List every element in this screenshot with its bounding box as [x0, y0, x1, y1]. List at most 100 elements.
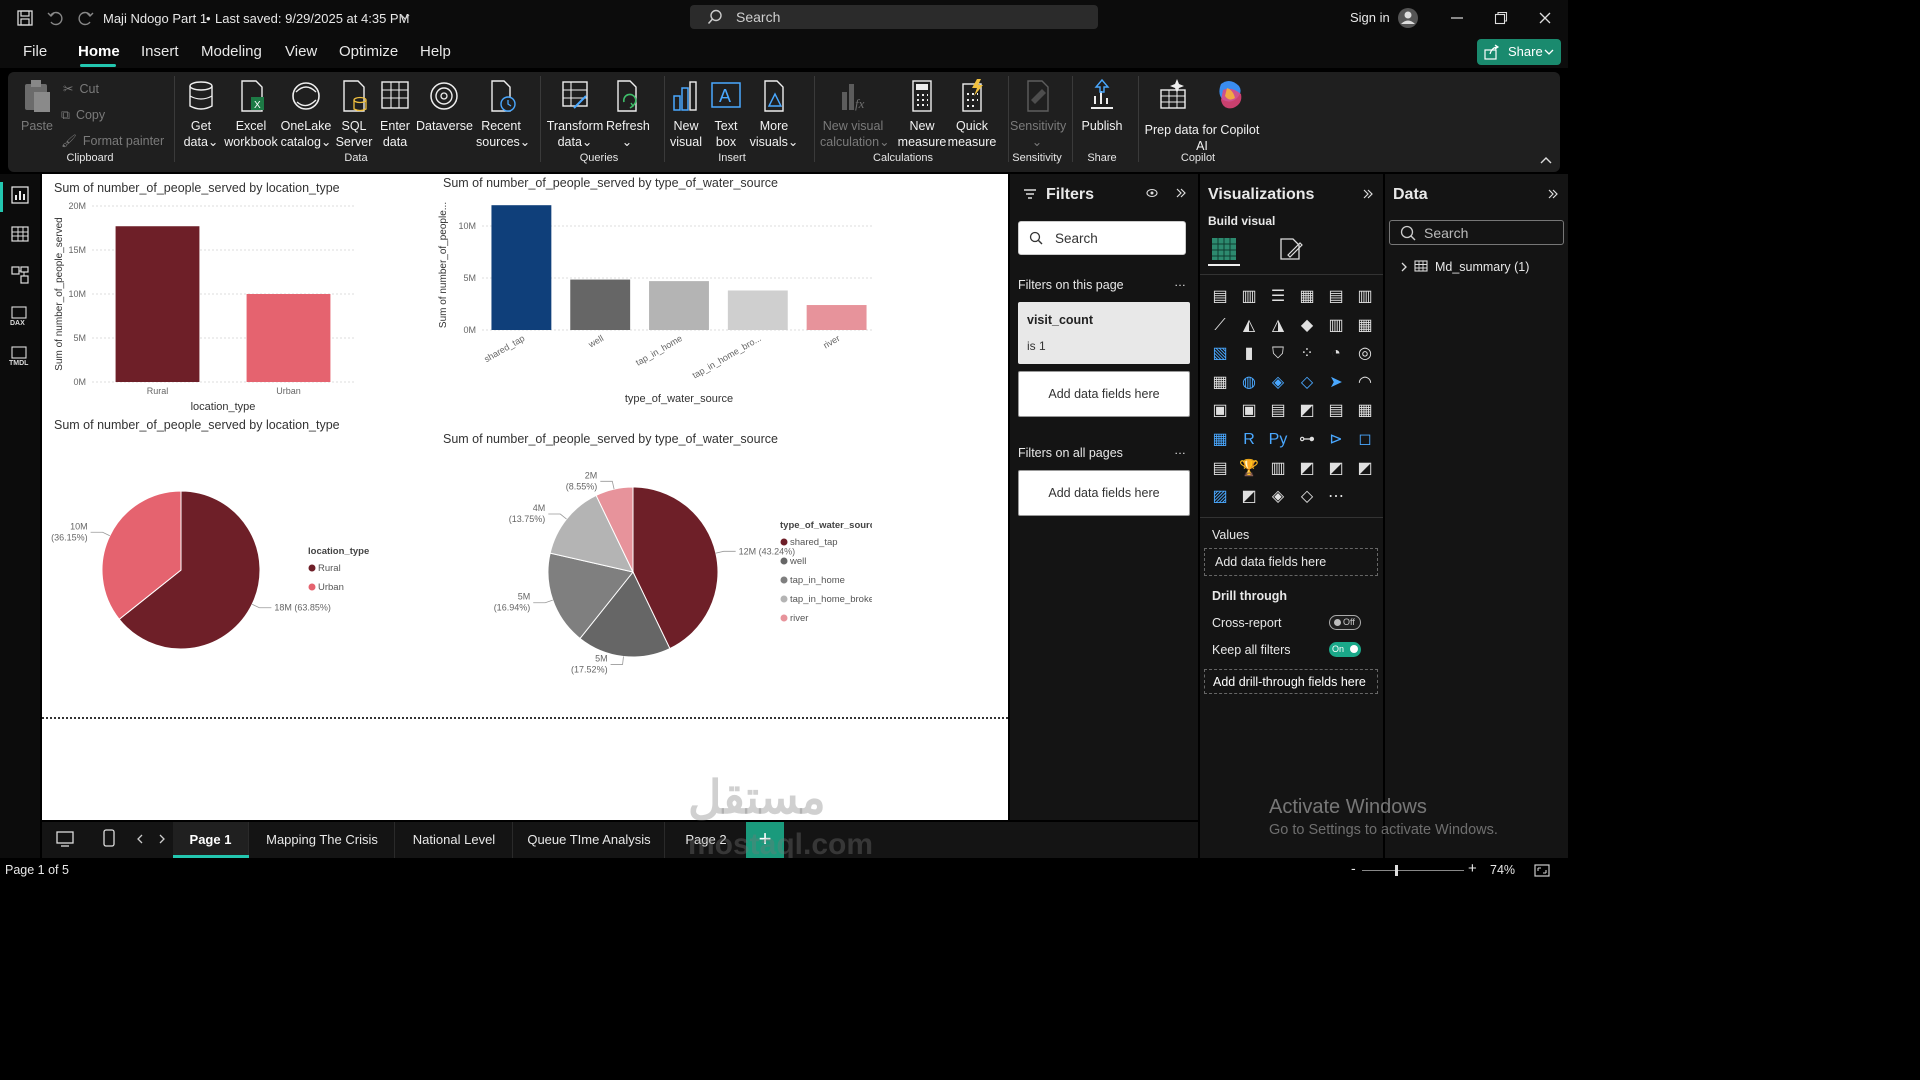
mobile-layout-icon[interactable] [103, 829, 115, 847]
copilot-visual-icon[interactable]: ◩ [1357, 459, 1373, 477]
global-search-box[interactable]: Search [690, 5, 1098, 29]
100-stacked-bar-visual-icon[interactable]: ▤ [1328, 288, 1344, 305]
ribbon-visual-icon[interactable]: ▧ [1212, 345, 1228, 363]
keep-all-filters-toggle[interactable]: On [1329, 642, 1361, 657]
smart-narrative-visual-icon[interactable]: ▤ [1212, 459, 1228, 477]
copy-button[interactable]: ⧉ Copy [61, 108, 106, 122]
r-visual-visual-icon[interactable]: R [1243, 431, 1255, 448]
image-visual-icon[interactable]: ▨ [1212, 488, 1228, 506]
eye-icon[interactable] [1146, 188, 1158, 198]
zoom-in-button[interactable]: + [1468, 860, 1477, 877]
format-painter-button[interactable]: 🖌 Format painter [61, 134, 165, 148]
transform-data-button[interactable]: Transform data⌄ [546, 78, 604, 150]
line-visual-icon[interactable]: ⟋ [1214, 316, 1226, 334]
minimize-icon[interactable] [1450, 12, 1464, 24]
zoom-out-button[interactable]: - [1351, 860, 1356, 876]
get-data-button[interactable]: Get data⌄ [180, 78, 222, 150]
next-page-icon[interactable] [158, 834, 166, 844]
more-options-icon[interactable]: … [1174, 275, 1186, 289]
collapse-viz-icon[interactable] [1363, 188, 1373, 200]
page-tab-national-level[interactable]: National Level [396, 822, 513, 858]
analyze-visual-icon[interactable]: ◈ [1271, 488, 1285, 506]
kpi-visual-icon[interactable]: ◩ [1299, 402, 1315, 420]
menu-file[interactable]: File [23, 43, 48, 60]
page-tab-mapping-the-crisis[interactable]: Mapping The Crisis [250, 822, 395, 858]
metrics-visual-icon[interactable]: 🏆 [1239, 459, 1259, 477]
menu-modeling[interactable]: Modeling [201, 43, 262, 60]
filter-card-visit-count[interactable]: visit_count is 1 [1018, 302, 1190, 364]
desktop-layout-icon[interactable] [56, 831, 74, 847]
tmdl-view-icon[interactable]: TMDL [8, 346, 32, 366]
button-visual-icon[interactable]: ◩ [1241, 488, 1257, 506]
pie-chart-location-type[interactable]: 18M (63.85%) 10M(36.15%) location_type Rura… [42, 436, 402, 676]
recent-sources-button[interactable]: Recent sources⌄ [476, 78, 530, 150]
slicer-visual-icon[interactable]: ▤ [1328, 402, 1344, 420]
menu-optimize[interactable]: Optimize [339, 43, 399, 60]
more-visuals-button[interactable]: More visuals⌄ [748, 78, 800, 150]
filters-search-input[interactable]: Search [1018, 221, 1186, 255]
waterfall-visual-icon[interactable]: ▮ [1244, 345, 1254, 363]
menu-help[interactable]: Help [420, 43, 451, 60]
azure-map-visual-icon[interactable]: ➤ [1329, 373, 1343, 391]
stacked-column-visual-icon[interactable]: ▥ [1241, 288, 1257, 305]
report-view-icon[interactable] [11, 186, 29, 204]
add-data-fields-page-dropzone[interactable]: Add data fields here [1018, 371, 1190, 417]
table-md-summary[interactable]: Md_summary (1) [1399, 259, 1529, 274]
paste-button[interactable]: Paste [18, 78, 56, 134]
key-influencers-visual-icon[interactable]: ⊶ [1299, 431, 1315, 448]
collapse-ribbon-icon[interactable] [1540, 156, 1552, 164]
new-measure-button[interactable]: New measure [892, 78, 952, 150]
area-visual-icon[interactable]: ◭ [1242, 316, 1256, 334]
publish-button[interactable]: Publish [1078, 78, 1126, 134]
chevron-down-icon[interactable] [399, 12, 411, 22]
redo-icon[interactable] [78, 10, 94, 26]
gauge-visual-icon[interactable]: ◠ [1358, 373, 1372, 391]
close-icon[interactable] [1538, 11, 1552, 25]
cut-button[interactable]: ✂ Cut [63, 82, 99, 96]
sensitivity-button[interactable]: Sensitivity ⌄ [1010, 78, 1066, 150]
document-title[interactable]: Maji Ndogo Part 1 [103, 11, 208, 26]
100-stacked-area-visual-icon[interactable]: ◆ [1300, 316, 1314, 334]
dataverse-button[interactable]: Dataverse [416, 78, 473, 134]
zoom-level[interactable]: 74% [1490, 863, 1516, 877]
clustered-column-visual-icon[interactable]: ▦ [1299, 288, 1315, 305]
donut-visual-icon[interactable]: ◎ [1358, 345, 1372, 363]
zoom-slider-thumb[interactable] [1395, 865, 1398, 876]
filled-map-visual-icon[interactable]: ◈ [1271, 373, 1285, 391]
cross-report-toggle[interactable]: Off [1329, 615, 1361, 630]
map-visual-icon[interactable]: ◍ [1242, 373, 1256, 391]
decomposition-tree-visual-icon[interactable]: ⊳ [1329, 431, 1343, 448]
add-data-fields-all-dropzone[interactable]: Add data fields here [1018, 470, 1190, 516]
sign-in-link[interactable]: Sign in [1350, 10, 1390, 25]
values-dropzone[interactable]: Add data fields here [1204, 548, 1378, 576]
scatter-visual-icon[interactable]: ⁘ [1300, 345, 1314, 363]
drill-through-dropzone[interactable]: Add drill-through fields here [1204, 669, 1378, 694]
qa-visual-icon[interactable]: ◻ [1358, 431, 1372, 448]
undo-icon[interactable] [47, 10, 63, 26]
enter-data-button[interactable]: Enter data [376, 78, 414, 150]
multi-row-card-visual-icon[interactable]: ▤ [1270, 402, 1286, 420]
pie-visual-icon[interactable]: ◔ [1331, 345, 1341, 363]
model-view-icon[interactable] [11, 266, 29, 284]
build-visual-tab[interactable] [1208, 234, 1240, 266]
new-visual-calculation-button[interactable]: fx New visual calculation⌄ [820, 78, 890, 150]
line-clustered-column-visual-icon[interactable]: ▦ [1357, 316, 1373, 334]
prev-page-icon[interactable] [136, 834, 144, 844]
power-apps-visual-icon[interactable]: ◩ [1299, 459, 1315, 477]
avatar-icon[interactable] [1397, 7, 1419, 29]
paginated-report-visual-icon[interactable]: ▥ [1270, 459, 1286, 477]
page-tab-page-2[interactable]: Page 2 [685, 832, 727, 847]
collapse-data-icon[interactable] [1548, 188, 1558, 200]
quick-measure-button[interactable]: Quick measure [944, 78, 1000, 150]
sql-server-button[interactable]: SQL Server [335, 78, 373, 150]
more-visual-icon[interactable]: ⋯ [1328, 488, 1344, 506]
card-visual-icon[interactable]: ▣ [1241, 402, 1257, 420]
dax-query-view-icon[interactable]: DAX [9, 306, 31, 326]
page-tab-queue-time-analysis[interactable]: Queue TIme Analysis [514, 822, 665, 858]
bar-chart-water-source[interactable]: 0M 5M 10M Sum of number_of_people... shared_… [432, 192, 872, 410]
funnel-visual-icon[interactable]: ⛉ [1271, 345, 1284, 363]
stacked-area-visual-icon[interactable]: ◮ [1271, 316, 1285, 334]
text-box-button[interactable]: A Text box [708, 78, 744, 150]
page-tab-1[interactable]: Page 1 [173, 822, 249, 858]
